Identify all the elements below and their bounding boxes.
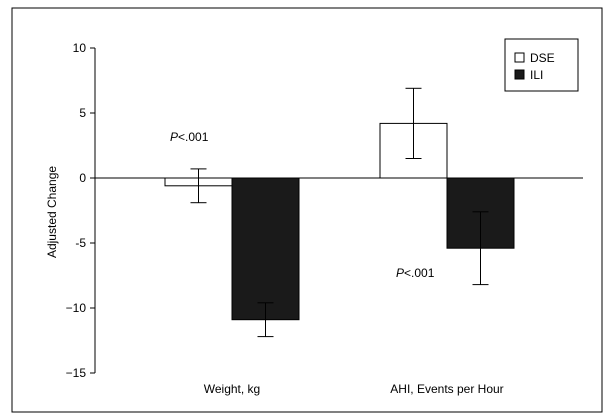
p-value-annotation: P<.001	[396, 266, 435, 280]
y-tick-label: 5	[79, 106, 86, 120]
y-tick-label: 0	[79, 171, 86, 185]
legend-swatch-dse	[514, 52, 525, 63]
y-tick-label: −15	[66, 366, 87, 380]
plot-area: 10 5 0 -5 −10 −15 Weight, kg AHI, Events per Ho…	[66, 41, 583, 396]
legend-swatch-ili	[514, 69, 525, 80]
bar-ili	[231, 177, 300, 321]
legend-label-ili: ILI	[530, 68, 543, 82]
y-tick-label: -5	[75, 236, 86, 250]
legend-box	[504, 38, 579, 92]
x-category-label: AHI, Events per Hour	[390, 382, 503, 396]
p-value-annotation: P<.001	[170, 130, 209, 144]
x-category-label: Weight, kg	[204, 382, 260, 396]
y-tick-label: −10	[66, 301, 87, 315]
legend-label-dse: DSE	[530, 51, 555, 65]
legend: DSE ILI	[504, 38, 579, 92]
y-tick-label: 10	[73, 41, 87, 55]
y-axis-label: Adjusted Change	[45, 166, 59, 258]
